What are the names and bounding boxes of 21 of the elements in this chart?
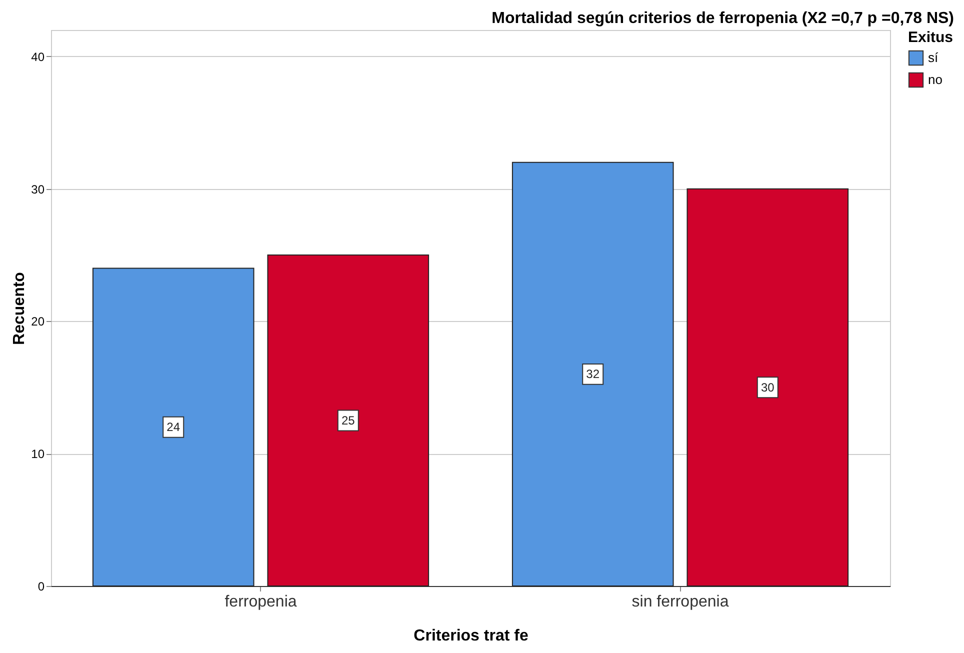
bar xyxy=(92,268,254,586)
y-tick-label: 20 xyxy=(31,314,45,329)
x-tick-label: sin ferropenia xyxy=(632,594,729,610)
legend-title: Exitus xyxy=(908,29,954,46)
y-tick-label: 0 xyxy=(38,580,45,594)
data-label: 25 xyxy=(341,414,356,428)
x-tick-label: ferropenia xyxy=(224,594,297,610)
legend-label: sí xyxy=(928,50,938,65)
legend-label: no xyxy=(928,72,942,87)
y-axis-title: Recuento xyxy=(11,272,28,345)
chart-title: Mortalidad según criterios de ferropenia (X2 =0,7 p =0,78 NS) xyxy=(492,10,954,27)
bar xyxy=(512,162,674,586)
x-axis-title: Criterios trat fe xyxy=(414,628,528,644)
data-label: 32 xyxy=(586,367,600,382)
y-tick-label: 10 xyxy=(31,447,45,462)
y-tick-label: 30 xyxy=(31,182,45,196)
y-tick-label: 40 xyxy=(31,50,45,64)
data-label: 30 xyxy=(760,380,775,394)
bar xyxy=(267,254,430,586)
data-label: 24 xyxy=(166,420,180,434)
bar xyxy=(686,188,849,586)
